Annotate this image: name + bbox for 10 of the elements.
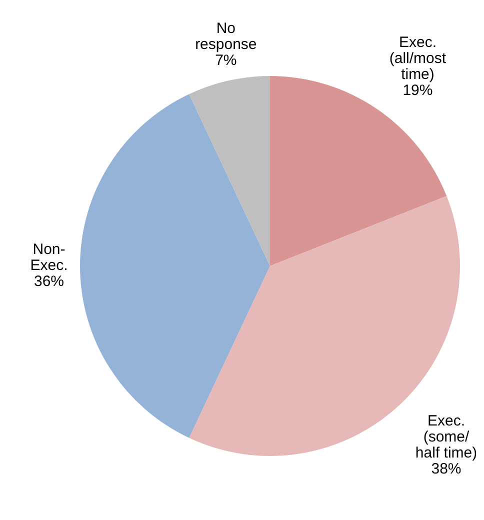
data-label: 7% [215, 52, 237, 69]
data-label: 19% [402, 82, 433, 99]
slice-label: Exec. (some/ half time) [415, 412, 478, 462]
data-label: 36% [34, 273, 64, 290]
slice-label: No response [195, 20, 257, 53]
pie-slice [189, 76, 270, 266]
pie-slice [80, 94, 270, 438]
slice-label: Non- Exec. [30, 241, 68, 274]
slice-label: Exec. (all/most time) [389, 34, 447, 83]
data-label: 38% [431, 460, 462, 478]
